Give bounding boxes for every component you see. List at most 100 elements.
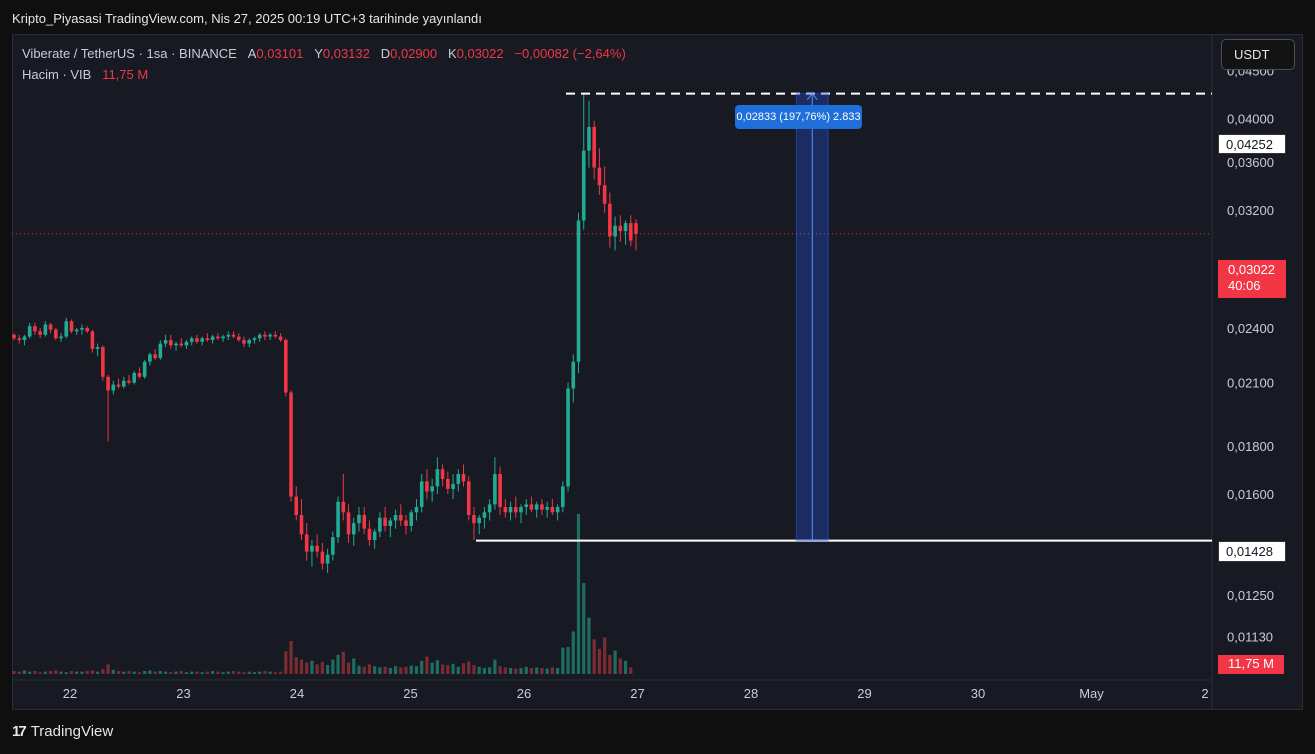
time-axis-tick[interactable]: 23 bbox=[176, 686, 190, 701]
chart-pane[interactable] bbox=[12, 34, 1303, 710]
time-axis-tick[interactable]: May bbox=[1079, 686, 1104, 701]
candle-body bbox=[331, 537, 335, 555]
volume-bar bbox=[310, 660, 314, 674]
volume-bar bbox=[127, 671, 131, 674]
volume-bar bbox=[393, 666, 398, 674]
time-axis-tick[interactable]: 24 bbox=[290, 686, 304, 701]
candle-body bbox=[69, 321, 74, 332]
candle-body bbox=[576, 220, 581, 362]
candle-body bbox=[608, 203, 612, 237]
candle-body bbox=[121, 380, 126, 387]
volume-bar bbox=[608, 654, 612, 674]
candle-body bbox=[592, 126, 596, 168]
price-axis-tick: 0,03200 bbox=[1227, 203, 1274, 218]
volume-bar bbox=[258, 671, 262, 674]
candle-body bbox=[54, 329, 58, 339]
ohlc-legend: Viberate / TetherUS · 1sa · BINANCE A0,0… bbox=[22, 46, 626, 61]
candle-body bbox=[236, 336, 241, 341]
candle-body bbox=[393, 515, 398, 521]
time-axis-tick[interactable]: 27 bbox=[630, 686, 644, 701]
volume-bar bbox=[467, 661, 471, 674]
low-value: 0,02900 bbox=[390, 46, 438, 61]
volume-bar bbox=[550, 667, 554, 674]
time-axis-tick[interactable]: 28 bbox=[744, 686, 758, 701]
volume-bar bbox=[425, 656, 429, 674]
candle-body bbox=[252, 338, 257, 341]
volume-bar bbox=[362, 666, 366, 674]
candle-body bbox=[257, 334, 262, 339]
volume-bar bbox=[211, 671, 215, 674]
volume-bar bbox=[116, 671, 121, 674]
candle-body bbox=[142, 361, 147, 377]
candle-body bbox=[357, 515, 361, 524]
volume-bar bbox=[367, 664, 372, 674]
candle-body bbox=[425, 481, 429, 492]
volume-bar bbox=[482, 668, 487, 674]
candle-body bbox=[189, 338, 194, 342]
time-axis-tick[interactable]: 25 bbox=[403, 686, 417, 701]
candle-body bbox=[169, 340, 173, 346]
candle-body bbox=[85, 327, 89, 332]
volume-bar bbox=[477, 666, 481, 674]
tradingview-logo[interactable]: 17 TradingView bbox=[12, 723, 113, 740]
measure-label: 0,02833 (197,76%) 2.833 bbox=[735, 105, 862, 129]
candle-body bbox=[508, 507, 513, 513]
candle-body bbox=[581, 150, 586, 221]
volume-bar bbox=[514, 668, 518, 674]
volume-label[interactable]: Hacim · VIB bbox=[22, 67, 92, 82]
last-price-value: 0,03022 bbox=[1228, 262, 1275, 277]
candle-body bbox=[414, 507, 419, 513]
time-axis-tick[interactable]: 29 bbox=[857, 686, 871, 701]
open-value: 0,03101 bbox=[256, 46, 304, 61]
candle-body bbox=[247, 340, 252, 344]
time-axis-tick[interactable]: 2 bbox=[1201, 686, 1208, 701]
brand-name: TradingView bbox=[30, 723, 114, 740]
candle-body bbox=[555, 507, 560, 513]
volume-bar bbox=[216, 671, 220, 674]
candle-body bbox=[111, 384, 116, 391]
time-axis-tick[interactable]: 26 bbox=[517, 686, 531, 701]
volume-bar bbox=[132, 671, 136, 674]
volume-bar bbox=[357, 665, 361, 674]
volume-bar bbox=[498, 666, 502, 674]
volume-bar bbox=[592, 639, 596, 674]
currency-button[interactable]: USDT bbox=[1221, 39, 1295, 70]
volume-bar bbox=[38, 672, 42, 674]
time-axis-tick[interactable]: 30 bbox=[971, 686, 985, 701]
volume-bar bbox=[388, 668, 392, 674]
volume-bar bbox=[237, 671, 241, 674]
volume-bar bbox=[420, 660, 424, 674]
candle-body bbox=[226, 334, 231, 337]
candle-body bbox=[435, 469, 440, 487]
time-axis-tick[interactable]: 22 bbox=[63, 686, 77, 701]
candle-body bbox=[336, 501, 340, 538]
candle-body bbox=[158, 343, 163, 359]
candle-body bbox=[529, 504, 534, 510]
volume-bar bbox=[326, 665, 330, 674]
candle-body bbox=[597, 167, 602, 186]
price-axis-tick: 0,02100 bbox=[1227, 376, 1274, 391]
volume-bar bbox=[524, 666, 528, 674]
candle-body bbox=[628, 223, 633, 241]
volume-bar bbox=[613, 650, 617, 674]
volume-bar bbox=[336, 654, 340, 674]
candle-body bbox=[179, 343, 184, 346]
volume-bar bbox=[143, 671, 147, 674]
candle-body bbox=[519, 507, 523, 513]
candle-body bbox=[12, 334, 16, 339]
high-level-tag: 0,04252 bbox=[1218, 134, 1286, 154]
volume-bar bbox=[106, 664, 110, 674]
candle-body bbox=[398, 515, 403, 521]
arrow-up-icon bbox=[806, 92, 818, 100]
candle-body bbox=[346, 512, 351, 535]
symbol-title[interactable]: Viberate / TetherUS · 1sa · BINANCE bbox=[22, 46, 237, 61]
volume-bar bbox=[378, 667, 382, 674]
candle-body bbox=[503, 507, 508, 513]
volume-bar bbox=[409, 665, 413, 674]
candle-body bbox=[38, 331, 42, 335]
volume-bar bbox=[200, 672, 204, 674]
volume-bar bbox=[404, 666, 408, 674]
volume-bar bbox=[508, 668, 513, 674]
candle-body bbox=[446, 478, 450, 489]
